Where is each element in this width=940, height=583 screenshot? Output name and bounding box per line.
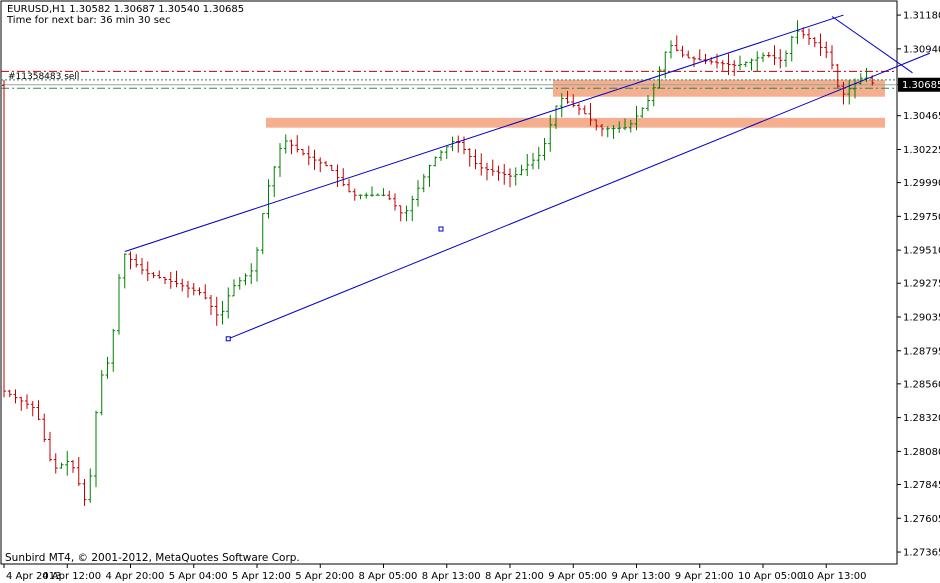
channel-anchor [225, 336, 231, 342]
symbol-info: EURUSD,H1 1.30582 1.30687 1.30540 1.3068… [7, 4, 245, 15]
overlay-layer: 1.30685 [898, 77, 940, 92]
y-tick-label: 1.28080 [903, 447, 940, 458]
x-tick-label: 9 Apr 13:00 [612, 571, 671, 582]
current-price-label: 1.30685 [902, 80, 940, 91]
x-tick-label: 10 Apr 05:00 [738, 571, 803, 582]
y-tick-label: 1.28560 [903, 379, 940, 390]
y-tick-label: 1.30225 [903, 145, 940, 156]
current-price-box [898, 77, 940, 92]
x-tick-label: 4 Apr 20:00 [106, 571, 165, 582]
y-tick-label: 1.29275 [903, 279, 940, 290]
y-tick-label: 1.28320 [903, 413, 940, 424]
x-tick-label: 8 Apr 13:00 [422, 571, 481, 582]
y-tick-label: 1.29990 [903, 178, 940, 189]
next-bar-timer: Time for next bar: 36 min 30 sec [7, 15, 171, 26]
x-tick-label: 4 Apr 12:00 [42, 571, 101, 582]
x-tick-label: 4 Apr 2013 [6, 571, 61, 582]
channel-layer [124, 14, 931, 342]
y-tick-label: 1.29510 [903, 246, 940, 257]
y-tick-label: 1.30465 [903, 111, 940, 122]
x-tick-label: 8 Apr 05:00 [359, 571, 418, 582]
resistance-zone [553, 79, 885, 97]
y-tick-label: 1.27365 [903, 548, 940, 559]
channel-anchor [438, 226, 444, 232]
x-tick-label: 8 Apr 21:00 [485, 571, 544, 582]
y-tick-label: 1.27845 [903, 480, 940, 491]
channel-lower-line [228, 52, 931, 340]
y-tick-label: 1.30940 [903, 44, 940, 55]
y-tick-label: 1.29750 [903, 212, 940, 223]
x-tick-label: 5 Apr 04:00 [169, 571, 228, 582]
channel-upper-line [124, 14, 844, 253]
x-tick-label: 5 Apr 20:00 [295, 571, 354, 582]
x-tick-label: 5 Apr 12:00 [232, 571, 291, 582]
trade-label: #11358483 sell [8, 72, 79, 82]
x-tick-label: 9 Apr 05:00 [548, 571, 607, 582]
y-tick-label: 1.27605 [903, 514, 940, 525]
horizontal-lines-layer: #11358483 sell [1, 70, 897, 89]
x-tick-label: 10 Apr 13:00 [801, 571, 866, 582]
candles-layer [2, 20, 875, 506]
y-tick-label: 1.28795 [903, 346, 940, 357]
short-trendline [831, 16, 913, 74]
y-axis: 1.31180 1.30940 1.30685 1.30465 1.30225 1.299… [897, 11, 940, 559]
y-tick-label: 1.29035 [903, 312, 940, 323]
y-tick-label: 1.31180 [903, 11, 940, 22]
copyright-text: Sunbird MT4, © 2001-2012, MetaQuotes Sof… [5, 552, 300, 564]
zones-layer [266, 79, 885, 128]
support-zone [266, 117, 885, 128]
x-tick-label: 9 Apr 21:00 [675, 571, 734, 582]
